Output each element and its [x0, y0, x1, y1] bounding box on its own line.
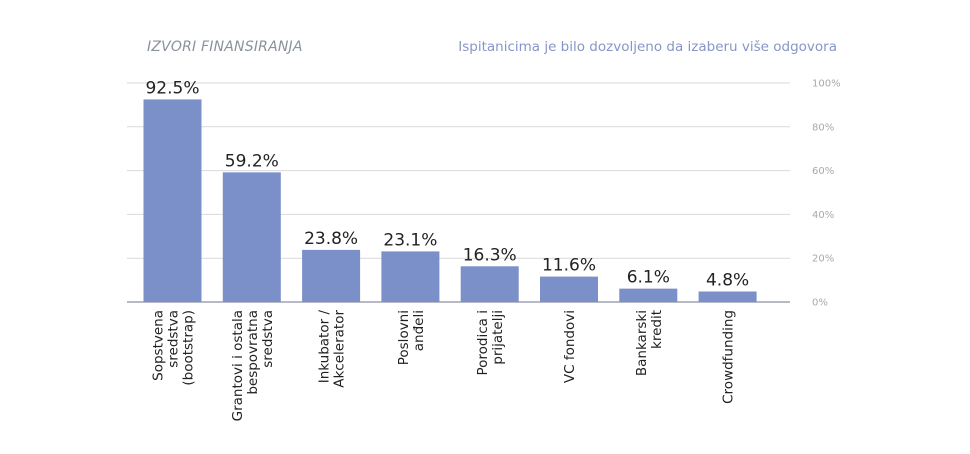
category-label-line: VC fondovi: [562, 310, 578, 383]
value-label: 4.8%: [706, 270, 749, 290]
category-label-line: Akcelerator: [332, 310, 348, 388]
category-label-line: sredstva: [260, 310, 276, 368]
y-tick-label: 100%: [812, 79, 841, 90]
value-label: 16.3%: [463, 245, 517, 265]
chart-subtitle: Ispitanicima je bilo dozvoljeno da izabe…: [458, 39, 837, 55]
category-label-line: Grantovi i ostala: [230, 310, 246, 421]
category-label-line: sredstva: [166, 310, 182, 368]
value-label: 6.1%: [627, 268, 670, 288]
chart-title: IZVORI FINANSIRANJA: [147, 39, 303, 55]
bar: [460, 266, 519, 302]
y-tick-label: 20%: [812, 254, 834, 265]
category-label: Porodica i prijatelji: [475, 310, 506, 376]
category-label: Bankarski kredit: [634, 310, 665, 376]
category-label: VC fondovi: [562, 310, 578, 383]
category-label-line: Sopstvena: [151, 310, 167, 381]
y-tick-label: 60%: [812, 166, 834, 177]
category-label: Grantovi i ostala bespovratna sredstva: [230, 310, 276, 421]
bar: [381, 251, 440, 302]
category-label-line: anđeli: [411, 310, 427, 351]
category-label-line: Inkubator /: [317, 310, 333, 384]
category-label-line: kredit: [649, 310, 665, 349]
value-label: 92.5%: [145, 78, 199, 98]
category-label-line: Bankarski: [634, 310, 650, 376]
category-label-line: (bootstrap): [181, 310, 197, 386]
category-label-line: Poslovni: [396, 310, 412, 365]
category-label: Crowdfunding: [721, 310, 737, 404]
category-label: Poslovni anđeli: [396, 310, 427, 365]
category-label-line: prijatelji: [490, 310, 506, 365]
category-label-line: Porodica i: [475, 310, 491, 376]
value-label: 11.6%: [542, 256, 596, 276]
value-label: 23.8%: [304, 229, 358, 249]
bar: [222, 172, 281, 302]
bar: [698, 291, 757, 302]
bar: [540, 276, 598, 302]
y-tick-label: 0%: [812, 298, 828, 309]
y-tick-label: 80%: [812, 122, 834, 133]
category-label: Sopstvena sredstva (bootstrap): [151, 310, 197, 386]
category-label: Inkubator / Akcelerator: [317, 310, 348, 388]
bar: [619, 288, 678, 302]
category-label-line: bespovratna: [245, 310, 261, 395]
bar: [302, 249, 361, 302]
value-label: 59.2%: [225, 151, 279, 171]
y-tick-label: 40%: [812, 210, 834, 221]
value-label: 23.1%: [383, 230, 437, 250]
bar: [143, 99, 202, 302]
category-label-line: Crowdfunding: [721, 310, 737, 404]
